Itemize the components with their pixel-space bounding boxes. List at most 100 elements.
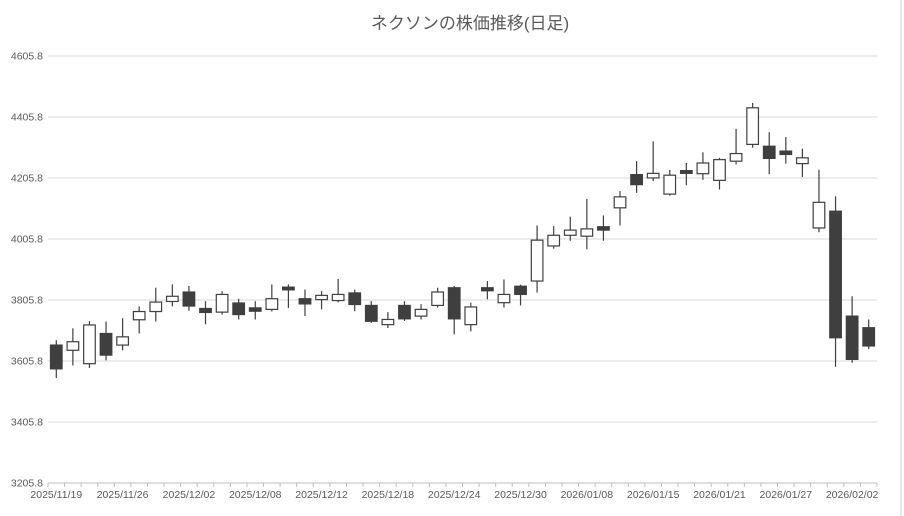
x-axis-label: 2025/12/24 [428, 489, 481, 501]
candle [563, 216, 577, 241]
y-axis-label: 4205.8 [11, 173, 43, 185]
candle-body-up [116, 336, 130, 346]
candle-body-up [547, 234, 561, 247]
candle-body-down [679, 170, 693, 174]
candle [779, 137, 793, 164]
candle-body-up [580, 228, 594, 237]
candle [116, 318, 130, 351]
candle-body-down [364, 304, 378, 322]
x-axis-label: 2026/01/27 [760, 489, 813, 501]
x-axis-label: 2026/01/08 [561, 489, 614, 501]
candle [679, 162, 693, 186]
candle [49, 340, 63, 379]
candle-body-down [282, 286, 295, 291]
candle-body-up [663, 174, 677, 195]
candle-body-up [795, 157, 809, 165]
candle [862, 319, 876, 350]
candle-body-up [530, 239, 544, 282]
candle [165, 284, 179, 307]
candles-layer [49, 102, 876, 379]
x-axis-label: 2025/12/18 [362, 489, 415, 501]
candle-body-up [66, 341, 80, 351]
candle-body-up [132, 310, 146, 321]
candle [83, 320, 96, 368]
candle [530, 225, 544, 293]
candle [746, 102, 760, 148]
candle [812, 169, 826, 233]
candle-body-down [447, 287, 461, 320]
candle [66, 328, 80, 366]
x-axis-label: 2025/11/26 [97, 489, 149, 501]
y-axis-label: 3405.8 [11, 417, 43, 429]
candle [398, 301, 411, 321]
x-axis-label: 2026/01/21 [693, 489, 746, 501]
candle [646, 141, 660, 181]
candle-body-up [646, 172, 660, 179]
y-axis-label: 4005.8 [11, 234, 43, 246]
candle-body-down [248, 307, 262, 312]
candle [431, 287, 445, 308]
candle [364, 301, 378, 323]
y-axis-label: 3205.8 [11, 478, 43, 490]
candle-body-up [497, 293, 511, 304]
x-axis-label: 2026/01/15 [627, 489, 680, 501]
y-axis-label: 3605.8 [11, 356, 43, 368]
candle [480, 281, 494, 300]
x-axis-label: 2025/12/08 [229, 489, 282, 501]
candle [199, 301, 212, 325]
candle-body-up [149, 301, 163, 313]
candle [215, 291, 229, 315]
chart-title: ネクソンの株価推移(日足) [371, 14, 569, 33]
candle [265, 284, 279, 312]
candle [829, 196, 842, 367]
candle-body-up [331, 293, 345, 302]
x-axis-label: 2025/12/30 [494, 489, 547, 501]
candle [762, 132, 776, 175]
candle-body-down [514, 285, 527, 296]
candle [663, 170, 677, 196]
candle [713, 157, 726, 190]
candle-body-up [812, 201, 826, 229]
candle-body-down [862, 327, 876, 347]
y-axis-label: 3805.8 [11, 295, 43, 307]
candle-body-up [713, 159, 726, 181]
candle-body-down [348, 292, 362, 306]
candle-body-up [315, 294, 328, 301]
candle-body-up [563, 229, 577, 236]
candle-body-down [630, 173, 643, 186]
candle [630, 161, 643, 193]
candle [248, 301, 262, 320]
candle-body-up [746, 107, 760, 145]
candle [514, 284, 527, 306]
x-axis-label: 2025/11/19 [30, 489, 82, 501]
candle-body-down [480, 287, 494, 292]
candle-body-down [829, 210, 842, 339]
candle [298, 289, 312, 317]
candle-body-down [779, 150, 793, 156]
candle [99, 321, 113, 361]
candle [597, 215, 610, 241]
candle [464, 302, 478, 332]
candle [282, 284, 295, 308]
candle [497, 279, 511, 308]
candle [845, 296, 859, 363]
candle [696, 152, 710, 180]
candle-body-down [597, 226, 610, 231]
candle-body-down [182, 291, 196, 307]
candle [414, 304, 428, 320]
candle [729, 128, 743, 165]
candle-body-down [845, 315, 859, 361]
candle-body-up [729, 152, 743, 162]
y-axis-label: 4405.8 [11, 112, 43, 124]
candle [381, 312, 395, 328]
candle-body-up [464, 306, 478, 326]
candle [331, 278, 345, 303]
candle-body-down [762, 145, 776, 160]
candle [182, 285, 196, 311]
candle-body-down [99, 332, 113, 356]
axes-layer: 3205.8 3405.8 3605.8 3805.8 4005.8 4205.8 4405… [11, 51, 879, 502]
candle [613, 191, 627, 226]
candle-body-up [613, 196, 627, 209]
